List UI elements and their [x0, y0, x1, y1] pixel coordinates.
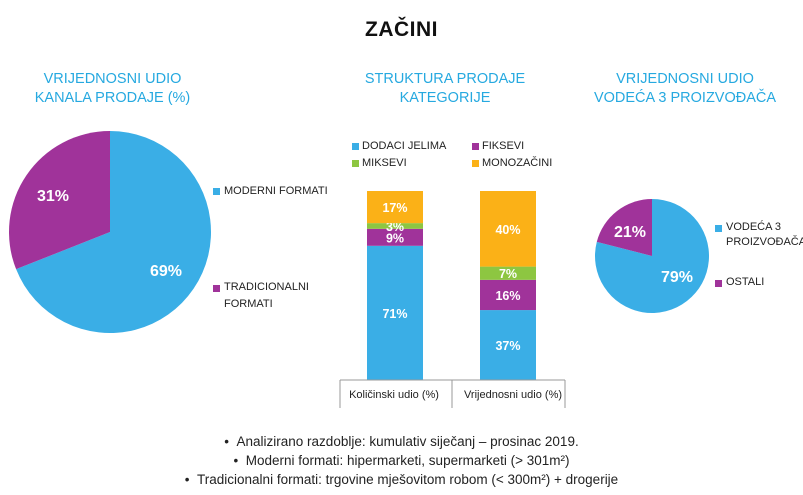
pie1-legend-moderni: MODERNI FORMATI: [224, 185, 328, 197]
footnote-1: • Analizirano razdoblje: kumulativ siječ…: [224, 434, 579, 449]
bar-legend-monozacini: MONOZAČINI: [482, 157, 553, 169]
bar-0-label-0: 71%: [382, 307, 407, 321]
bar-1-label-3: 40%: [495, 223, 520, 237]
main-title: ZAČINI: [365, 18, 438, 41]
pie1-title: VRIJEDNOSNI UDIO KANALA PRODAJE (%): [0, 70, 225, 108]
bar-1-label-2: 7%: [499, 267, 517, 281]
bar-category-vrijednosni: Vrijednosni udio (%): [463, 389, 563, 401]
pie2-legend-swatch-ostali: [715, 280, 722, 287]
footnote-2-text: Moderni formati: hipermarketi, supermark…: [245, 453, 570, 468]
pie1-legend-swatch-moderni: [213, 188, 220, 195]
bar-0-label-1: 9%: [386, 231, 404, 245]
footnote-1-text: Analizirano razdoblje: kumulativ siječan…: [236, 434, 579, 449]
pie1-slice-1: [9, 131, 111, 270]
pie2-title: VRIJEDNOSNI UDIO VODEĆA 3 PROIZVOĐAČA: [570, 70, 800, 108]
bar-1-segment-3: [480, 191, 536, 267]
pie2-title-line2: VODEĆA 3 PROIZVOĐAČA: [593, 90, 777, 106]
bar-1-label-0: 37%: [495, 339, 520, 353]
bar-legend-fiksevi: FIKSEVI: [482, 140, 525, 152]
bar-1-segment-0: [480, 310, 536, 380]
bar-1-segment-2: [480, 266, 536, 280]
pie2-legend-swatch-vodeca: [715, 225, 722, 232]
bar-legend-swatch-dodaci: [352, 143, 359, 150]
bar-0-segment-1: [367, 228, 423, 246]
footnote-3-text: Tradicionalni formati: trgovine mješovit…: [197, 472, 619, 487]
pie2-legend-vodeca: VODEĆA 3 PROIZVOĐAČA: [726, 220, 803, 249]
bar-legend-miksevi: MIKSEVI: [362, 157, 407, 169]
pie2-legend-vodeca-line2: PROIZVOĐAČA: [726, 236, 803, 248]
bar-0-label-3: 17%: [382, 201, 407, 215]
bar-chart: 71% 9%3% 17% 37% 16% 7% 40%: [339, 191, 566, 408]
bar-legend-swatch-miksevi: [352, 160, 359, 167]
pie2-title-line1: VRIJEDNOSNI UDIO: [616, 71, 754, 87]
pie1-legend-tradicionalni-line2: FORMATI: [224, 298, 273, 310]
bar-0-segment-3: [367, 191, 423, 224]
pie1-slice-0: [16, 131, 212, 334]
bar-legend-swatch-monozacini: [472, 160, 479, 167]
bar-0-segment-2: [367, 223, 423, 229]
footnotes: • Analizirano razdoblje: kumulativ siječ…: [0, 432, 803, 489]
bar-title-line1: STRUKTURA PRODAJE: [364, 71, 526, 87]
bar-1-segment-1: [480, 279, 536, 311]
pie1-slice-label-0: 69%: [150, 263, 182, 280]
bar-title: STRUKTURA PRODAJE KATEGORIJE: [330, 70, 560, 108]
bar-legend-swatch-fiksevi: [472, 143, 479, 150]
pie1-title-line1: VRIJEDNOSNI UDIO: [43, 71, 182, 87]
bar-1-label-1: 16%: [495, 289, 520, 303]
pie2-slice-1: [596, 199, 652, 256]
bar-0-label-2: 3%: [386, 220, 404, 234]
pie2-slice-0: [595, 199, 710, 313]
bar-title-line2: KATEGORIJE: [399, 90, 491, 106]
pie1-legend-tradicionalni-line1: TRADICIONALNI: [224, 281, 309, 293]
pie1-title-line2: KANALA PRODAJE (%): [34, 90, 191, 106]
pie2-legend-ostali: OSTALI: [726, 276, 765, 288]
footnote-3: • Tradicionalni formati: trgovine mješov…: [184, 472, 619, 487]
pie1-legend-swatch-tradicionalni: [213, 285, 220, 292]
bar-legend-dodaci: DODACI JELIMA: [362, 140, 447, 152]
pie1-legend-tradicionalni: TRADICIONALNI FORMATI: [224, 280, 309, 311]
pie2-slices: 79% 21%: [595, 199, 710, 313]
bar-category-kolicinski: Količinski udio (%): [349, 389, 439, 401]
pie2-legend-vodeca-line1: VODEĆA 3: [726, 221, 782, 233]
pie2-slice-label-0: 79%: [661, 269, 693, 286]
bar-0-segment-0: [367, 245, 423, 380]
pie2-slice-label-1: 21%: [614, 224, 646, 241]
pie1-slices: 69% 31%: [9, 131, 212, 334]
pie1-slice-label-1: 31%: [37, 188, 69, 205]
footnote-2: • Moderni formati: hipermarketi, superma…: [233, 453, 570, 468]
